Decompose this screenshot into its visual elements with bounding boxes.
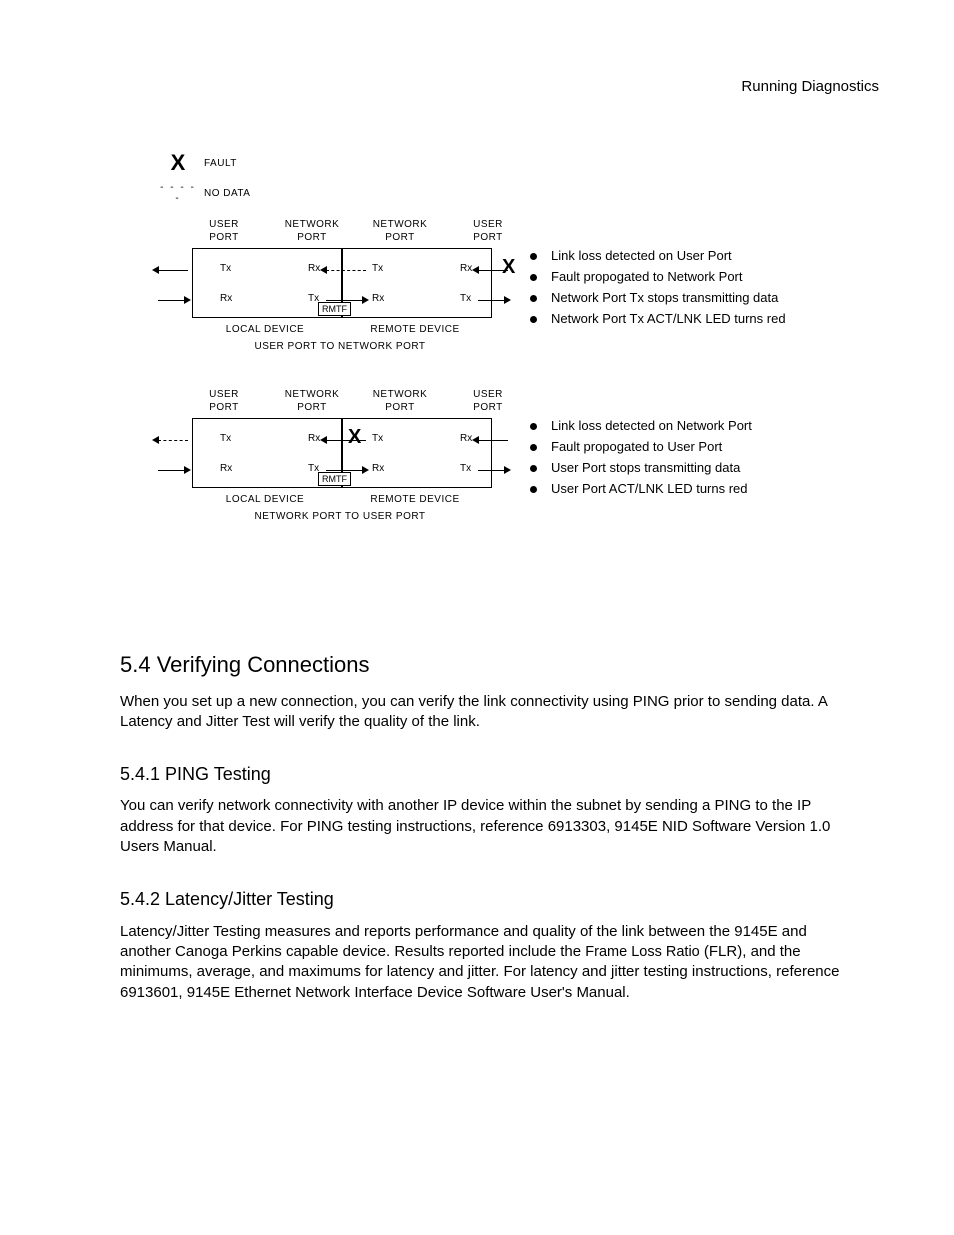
legend-nodata-icon: - - - - - [158, 182, 198, 204]
bullet-icon [530, 486, 537, 493]
scenario-1-bullets: Link loss detected on User Port Fault pr… [530, 248, 786, 332]
bullet-icon [530, 423, 537, 430]
rx-label: Rx [372, 463, 384, 474]
bullet-icon [530, 274, 537, 281]
rx-label: Rx [308, 263, 320, 274]
port-header-user: USER PORT [180, 388, 268, 414]
bullet-text: Fault propogated to User Port [551, 439, 722, 454]
tx-label: Tx [220, 263, 231, 274]
scenario-2-bullets: Link loss detected on Network Port Fault… [530, 418, 752, 502]
port-header-network: NETWORK PORT [268, 388, 356, 414]
diagram-area: USER PORT NETWORK PORT NETWORK PORT USER… [130, 218, 850, 558]
rmtf-label: RMTF [318, 472, 351, 486]
rmtf-label: RMTF [318, 302, 351, 316]
rx-label: Rx [460, 263, 472, 274]
para-verifying: When you set up a new connection, you ca… [120, 692, 840, 733]
scenario-2: USER PORT NETWORK PORT NETWORK PORT USER… [130, 388, 850, 522]
heading-ping: 5.4.1 PING Testing [120, 762, 840, 786]
tx-label: Tx [220, 433, 231, 444]
port-header-user: USER PORT [180, 218, 268, 244]
rx-label: Rx [308, 433, 320, 444]
local-device-label: LOCAL DEVICE [190, 324, 340, 335]
bullet-text: Network Port Tx stops transmitting data [551, 290, 778, 305]
tx-label: Tx [460, 293, 471, 304]
legend-fault-label: FAULT [204, 158, 237, 169]
bullet-icon [530, 316, 537, 323]
fault-icon: X [348, 426, 361, 449]
port-header-user: USER PORT [444, 388, 532, 414]
remote-device-label: REMOTE DEVICE [340, 494, 490, 505]
tx-label: Tx [460, 463, 471, 474]
bullet-text: User Port stops transmitting data [551, 460, 740, 475]
rx-label: Rx [460, 433, 472, 444]
para-ping: You can verify network connectivity with… [120, 796, 840, 857]
section-verifying: 5.4 Verifying Connections When you set u… [120, 650, 840, 1017]
port-header-network: NETWORK PORT [356, 388, 444, 414]
para-latency: Latency/Jitter Testing measures and repo… [120, 922, 840, 1003]
scenario-1-title: USER PORT TO NETWORK PORT [190, 341, 490, 352]
bullet-icon [530, 465, 537, 472]
flr-term: Frame Loss Ratio [585, 944, 699, 960]
bullet-icon [530, 295, 537, 302]
bullet-text: Link loss detected on Network Port [551, 418, 752, 433]
rx-label: Rx [220, 463, 232, 474]
legend-fault-icon: X [158, 150, 198, 176]
rx-label: Rx [372, 293, 384, 304]
heading-verifying: 5.4 Verifying Connections [120, 650, 840, 680]
bullet-text: Link loss detected on User Port [551, 248, 732, 263]
remote-device-label: REMOTE DEVICE [340, 324, 490, 335]
port-header-network: NETWORK PORT [268, 218, 356, 244]
rx-label: Rx [220, 293, 232, 304]
local-device-label: LOCAL DEVICE [190, 494, 340, 505]
heading-latency: 5.4.2 Latency/Jitter Testing [120, 887, 840, 911]
bullet-text: User Port ACT/LNK LED turns red [551, 481, 748, 496]
legend-nodata-label: NO DATA [204, 188, 250, 199]
bullet-icon [530, 253, 537, 260]
tx-label: Tx [372, 263, 383, 274]
bullet-text: Network Port Tx ACT/LNK LED turns red [551, 311, 786, 326]
fault-icon: X [502, 256, 515, 279]
bullet-icon [530, 444, 537, 451]
port-header-user: USER PORT [444, 218, 532, 244]
port-header-network: NETWORK PORT [356, 218, 444, 244]
legend: X FAULT - - - - - NO DATA [158, 150, 250, 210]
page-header-right: Running Diagnostics [741, 78, 879, 95]
bullet-text: Fault propogated to Network Port [551, 269, 743, 284]
scenario-2-title: NETWORK PORT TO USER PORT [190, 511, 490, 522]
scenario-1: USER PORT NETWORK PORT NETWORK PORT USER… [130, 218, 850, 352]
tx-label: Tx [372, 433, 383, 444]
